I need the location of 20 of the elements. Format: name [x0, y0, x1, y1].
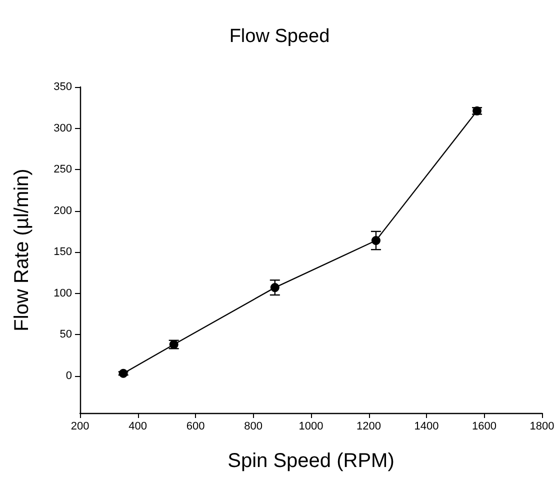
x-tick-label: 1800 — [530, 420, 554, 432]
y-axis-title: Flow Rate (µl/min) — [11, 168, 33, 332]
y-tick-label: 100 — [54, 287, 72, 300]
y-tick-label: 200 — [54, 204, 72, 217]
x-tick-label: 1400 — [414, 420, 439, 432]
y-tick-label: 350 — [54, 81, 72, 93]
chart-title: Flow Speed — [229, 26, 330, 47]
x-tick-label: 1200 — [356, 420, 381, 432]
y-tick-label: 300 — [54, 122, 72, 134]
x-tick-label: 1000 — [298, 420, 324, 432]
x-tick-label: 400 — [128, 420, 147, 432]
x-tick-label: 600 — [186, 420, 205, 432]
x-tick-label: 1600 — [472, 420, 496, 432]
x-axis-title: Spin Speed (RPM) — [228, 450, 394, 472]
y-tick-label: 250 — [54, 164, 72, 176]
y-tick-label: 150 — [54, 246, 72, 258]
y-tick-label: 50 — [60, 328, 72, 341]
x-tick-label: 800 — [244, 420, 262, 432]
x-tick-label: 200 — [70, 420, 90, 432]
y-tick-label: 0 — [66, 370, 72, 382]
